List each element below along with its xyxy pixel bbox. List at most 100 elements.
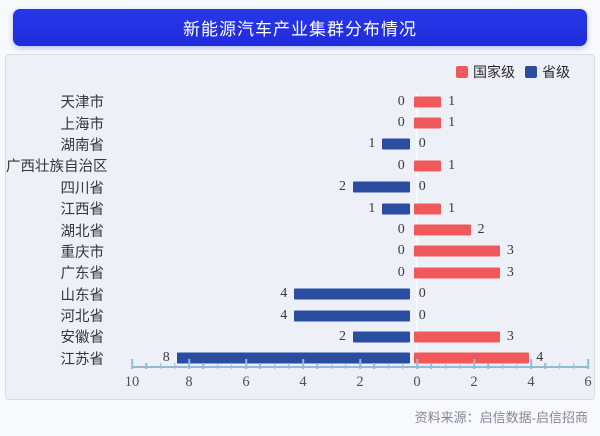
source-note: 资料来源：启信数据-启信招商 [414, 410, 588, 425]
chart-row: 江西省 1 1 [6, 198, 594, 219]
national-value: 3 [506, 264, 514, 280]
legend-label: 省级 [542, 66, 570, 81]
major-tick [188, 359, 190, 369]
provincial-value: 0 [397, 243, 405, 259]
national-value: 0 [418, 179, 426, 195]
minor-tick [345, 362, 347, 369]
minor-tick [544, 362, 546, 369]
provincial-value: 0 [397, 157, 405, 173]
national-bar [413, 224, 471, 236]
provincial-value: 0 [397, 115, 405, 131]
tick-label: 4 [299, 374, 307, 390]
provincial-bar [353, 181, 410, 193]
legend-swatch [525, 66, 537, 78]
national-value: 0 [418, 307, 426, 323]
chart-row: 安徽省 2 3 [6, 326, 594, 347]
national-bar [413, 331, 500, 343]
national-bar [413, 160, 442, 172]
minor-tick [516, 362, 518, 369]
minor-tick [174, 362, 176, 369]
chart-row: 河北省 4 0 [6, 305, 594, 326]
chart-row: 江苏省 8 4 [6, 348, 594, 369]
chart-row: 湖北省 0 2 [6, 219, 594, 240]
category-label: 江苏省 [60, 351, 105, 368]
provincial-bar [353, 331, 410, 343]
tick-label: 0 [413, 374, 421, 390]
minor-tick [402, 362, 404, 369]
minor-tick [330, 362, 333, 369]
provincial-value: 4 [280, 307, 288, 323]
provincial-value: 1 [368, 136, 376, 152]
minor-tick [387, 362, 390, 369]
minor-tick [231, 362, 233, 369]
minor-tick [459, 362, 461, 369]
national-value: 3 [506, 243, 514, 259]
page-title: 新能源汽车产业集群分布情况 [183, 20, 417, 39]
chart-row: 山东省 4 0 [6, 284, 594, 305]
major-tick [530, 359, 532, 369]
minor-tick [288, 362, 290, 369]
legend-item-national[interactable]: 国家级 [456, 62, 515, 82]
provincial-value: 2 [339, 179, 346, 195]
minor-tick [430, 362, 432, 369]
minor-tick [558, 362, 561, 369]
minor-tick [373, 362, 375, 369]
provincial-bar [382, 138, 410, 150]
category-label: 江西省 [60, 202, 105, 219]
tick-label: 4 [527, 374, 535, 390]
national-bar [413, 245, 500, 257]
title-bar: 新能源汽车产业集群分布情况 [13, 9, 587, 46]
national-value: 1 [448, 93, 456, 109]
national-value: 0 [418, 286, 426, 302]
national-bar [413, 203, 442, 215]
provincial-value: 0 [397, 222, 405, 238]
minor-tick [573, 362, 575, 369]
major-tick [302, 359, 304, 369]
category-label: 广西壮族自治区 [6, 159, 108, 176]
major-tick [587, 359, 589, 369]
major-tick [416, 359, 418, 369]
tick-label: 6 [242, 374, 250, 390]
category-label: 天津市 [60, 95, 105, 112]
category-label: 湖北省 [60, 223, 105, 240]
tick-label: 8 [185, 374, 193, 390]
category-label: 四川省 [60, 180, 105, 197]
national-bar [413, 96, 442, 108]
minor-tick [145, 362, 147, 369]
tick-label: 2 [356, 374, 364, 390]
category-label: 广东省 [60, 266, 105, 283]
national-value: 1 [448, 115, 456, 131]
major-tick [245, 359, 247, 369]
chart-row: 四川省 2 0 [6, 177, 594, 198]
legend-item-provincial[interactable]: 省级 [525, 62, 570, 82]
minor-tick [316, 362, 318, 369]
provincial-value: 8 [162, 350, 170, 366]
provincial-value: 4 [280, 286, 288, 302]
national-value: 0 [418, 136, 426, 152]
category-label: 重庆市 [60, 244, 105, 261]
tick-label: 10 [124, 374, 140, 390]
chart-panel: 国家级 省级 天津市 0 1 上海市 0 1 湖南省 1 0 广西壮族自治区 0 1 四川省 2 0 江西省 1 1… [5, 54, 595, 400]
tick-label: 6 [584, 374, 592, 390]
national-value: 3 [506, 328, 514, 344]
major-tick [131, 359, 133, 369]
provincial-value: 0 [397, 93, 405, 109]
tick-label: 2 [470, 374, 478, 390]
chart-row: 上海市 0 1 [6, 112, 594, 133]
category-label: 湖南省 [60, 137, 105, 154]
chart-row: 天津市 0 1 [6, 91, 594, 112]
provincial-value: 0 [397, 264, 405, 280]
minor-tick [259, 362, 261, 369]
chart-row: 广东省 0 3 [6, 262, 594, 283]
provincial-value: 1 [368, 200, 376, 216]
